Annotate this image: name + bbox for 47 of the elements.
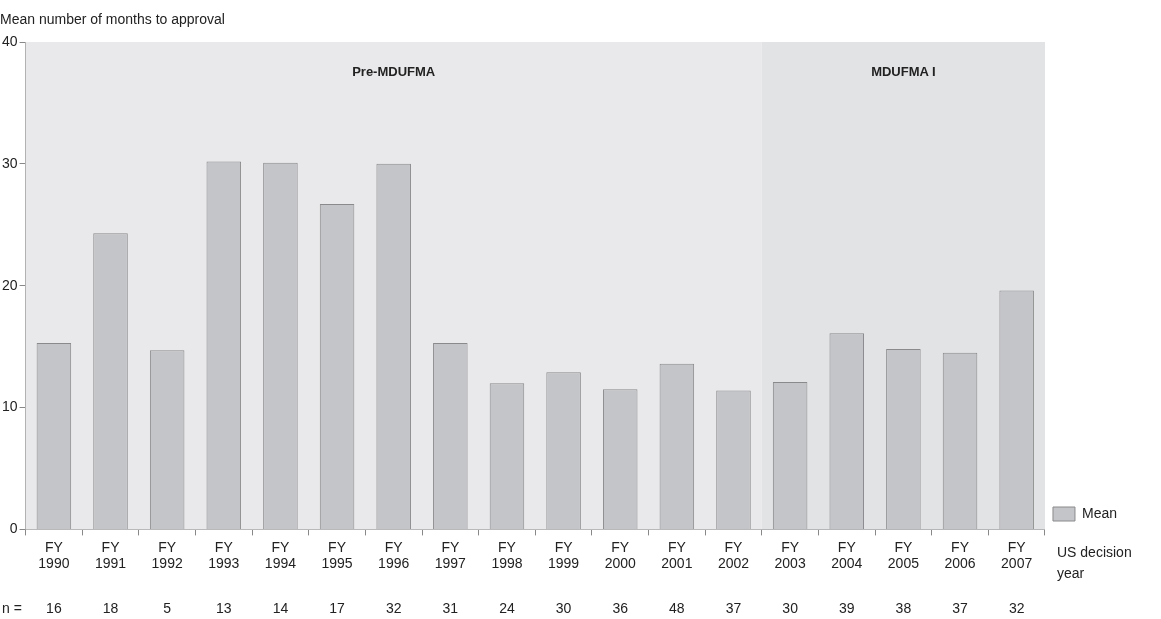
x-tick-label: FY 1994	[264, 538, 297, 572]
text: 37	[725, 600, 742, 617]
text: 31	[442, 600, 459, 617]
x-tick-label: FY 2003	[774, 538, 806, 572]
y-tick-label: 40	[1, 32, 18, 49]
y-tick-label: 30	[1, 154, 18, 171]
text: 37	[952, 600, 969, 617]
x-tick-label: FY 2007	[1001, 538, 1033, 572]
text: 17	[329, 600, 346, 617]
band-label: MDUFMA I	[871, 63, 936, 79]
text: 16	[46, 600, 62, 617]
y-tick-label: 0	[9, 520, 18, 537]
x-tick-label: FY 2006	[944, 538, 976, 572]
text: 5	[163, 600, 172, 617]
text: 32	[1008, 600, 1025, 617]
x-tick-label: FY 1995	[321, 538, 353, 572]
x-tick-label: FY 1991	[94, 538, 127, 572]
x-tick-label: FY 2002	[717, 538, 750, 572]
text: 14	[272, 600, 289, 617]
y-axis-title: Mean number of months to approval	[0, 11, 225, 27]
text: 24	[499, 600, 515, 617]
x-tick-label: FY 1990	[38, 538, 70, 572]
x-tick-label: FY 1993	[208, 538, 240, 572]
x-tick-label: FY 2001	[661, 538, 693, 572]
text: n =	[2, 600, 22, 617]
x-tick-label: FY 1997	[434, 538, 467, 572]
text: 18	[102, 600, 119, 617]
x-axis-title: US decision year	[1056, 544, 1132, 582]
text: 39	[838, 600, 855, 617]
text: 30	[555, 600, 572, 617]
x-tick-label: FY 1996	[378, 538, 410, 572]
band-label: Pre-MDUFMA	[352, 63, 436, 79]
x-tick-label: FY 2000	[604, 538, 637, 572]
x-tick-label: FY 1999	[548, 538, 580, 572]
text: 13	[216, 600, 232, 617]
x-tick-label: FY 2005	[887, 538, 920, 572]
y-tick-label: 20	[1, 276, 18, 293]
y-tick-label: 10	[1, 398, 18, 415]
x-tick-label: FY 2004	[831, 538, 863, 572]
legend-label: Mean	[1081, 504, 1118, 521]
x-tick-label: FY 1998	[491, 538, 523, 572]
text: 30	[782, 600, 799, 617]
x-tick-label: FY 1992	[151, 538, 183, 572]
text: 48	[669, 600, 685, 617]
text: 32	[385, 600, 402, 617]
text: 36	[612, 600, 629, 617]
text: 38	[895, 600, 912, 617]
